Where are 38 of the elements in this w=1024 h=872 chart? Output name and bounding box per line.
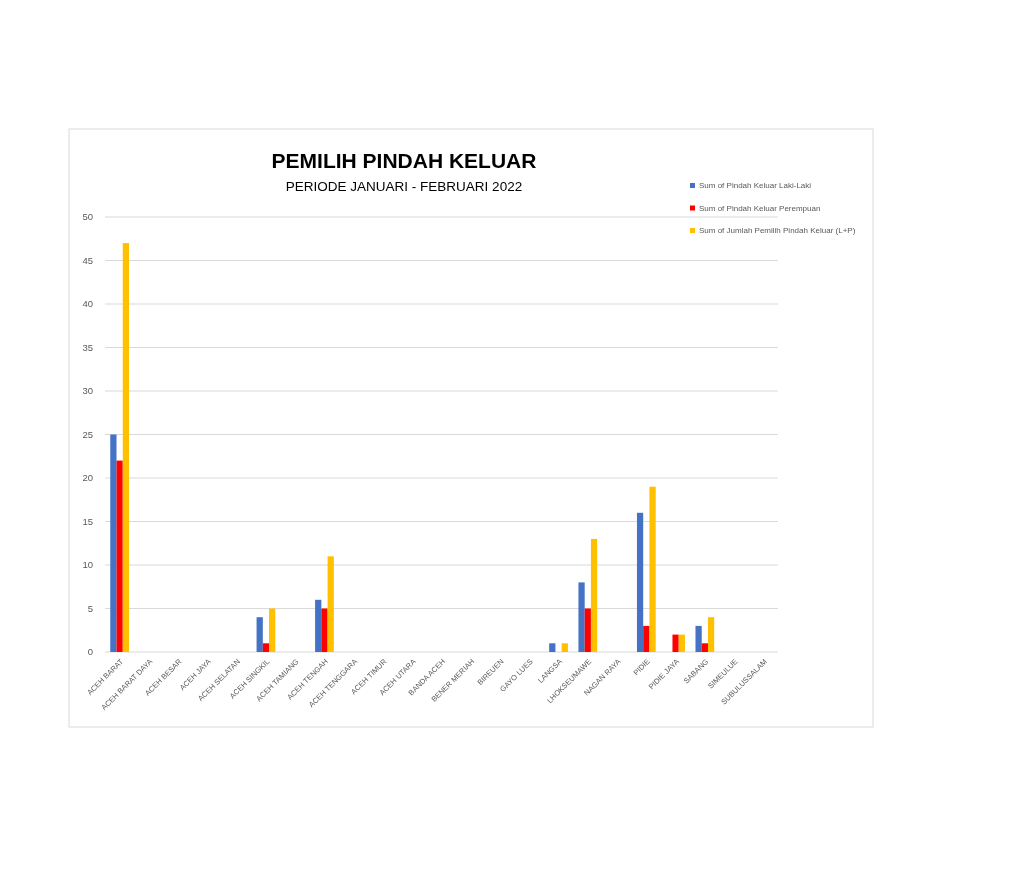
bar bbox=[672, 634, 679, 652]
bar bbox=[315, 599, 322, 652]
chart-subtitle: PERIODE JANUARI - FEBRUARI 2022 bbox=[285, 179, 523, 194]
bar bbox=[321, 608, 328, 652]
bar bbox=[695, 625, 702, 652]
y-tick-label: 20 bbox=[82, 472, 93, 484]
y-tick-label: 35 bbox=[82, 341, 93, 353]
y-tick-label: 50 bbox=[82, 211, 93, 223]
bar bbox=[561, 643, 568, 652]
bar bbox=[578, 582, 585, 652]
bar bbox=[701, 643, 708, 652]
bar bbox=[269, 608, 276, 652]
bar bbox=[636, 512, 644, 652]
y-tick-label: 10 bbox=[82, 559, 93, 571]
bar bbox=[649, 486, 656, 652]
y-tick-label: 5 bbox=[87, 602, 93, 614]
bar bbox=[678, 634, 685, 652]
y-tick-label: 45 bbox=[82, 254, 93, 266]
bar bbox=[549, 643, 556, 652]
bar bbox=[256, 617, 263, 652]
legend-label: Sum of Jumlah Pemilih Pindah Keluar (L+P) bbox=[699, 226, 856, 235]
legend-label: Sum of Pindah Keluar Laki-Laki bbox=[699, 181, 812, 190]
bar bbox=[110, 434, 117, 652]
y-tick-label: 40 bbox=[82, 298, 93, 310]
bar bbox=[590, 538, 598, 652]
y-tick-label: 15 bbox=[82, 515, 93, 527]
y-tick-label: 30 bbox=[82, 385, 93, 397]
bar bbox=[327, 556, 334, 652]
bar bbox=[262, 643, 270, 652]
y-tick-label: 25 bbox=[82, 428, 93, 440]
bar bbox=[122, 243, 129, 652]
bar bbox=[584, 608, 591, 652]
bar bbox=[707, 617, 715, 652]
chart-title: PEMILIH PINDAH KELUAR bbox=[271, 149, 537, 172]
y-tick-label: 0 bbox=[87, 646, 93, 658]
bar bbox=[643, 625, 650, 652]
legend-label: Sum of Pindah Keluar Perempuan bbox=[699, 203, 821, 213]
bar bbox=[116, 460, 123, 652]
